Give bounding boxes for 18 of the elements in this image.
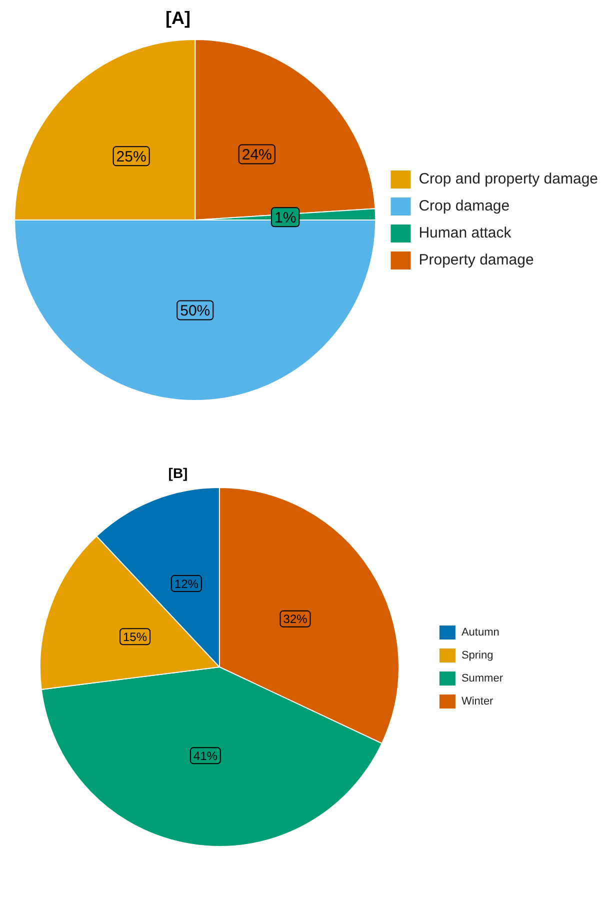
legend-label: Human attack [418, 224, 512, 242]
data-label: 25% [116, 148, 146, 166]
legend-label: Autumn [461, 626, 500, 639]
legend-label: Crop and property damage [418, 170, 598, 188]
legend-label: Spring [461, 650, 494, 662]
legend-label: Summer [461, 672, 504, 685]
data-label: 24% [242, 146, 272, 164]
legend-label: Property damage [418, 252, 534, 269]
data-label: 50% [180, 302, 210, 320]
chart-title: [A] [164, 8, 192, 29]
legend-label: Crop damage [418, 198, 510, 215]
data-label: 1% [274, 209, 296, 226]
data-label: 32% [283, 612, 308, 626]
data-label: 15% [123, 630, 148, 644]
data-label: 41% [193, 748, 218, 763]
data-label: 12% [174, 576, 199, 591]
legend-label: Winter [461, 696, 494, 708]
chart-title: [B] [167, 465, 189, 481]
